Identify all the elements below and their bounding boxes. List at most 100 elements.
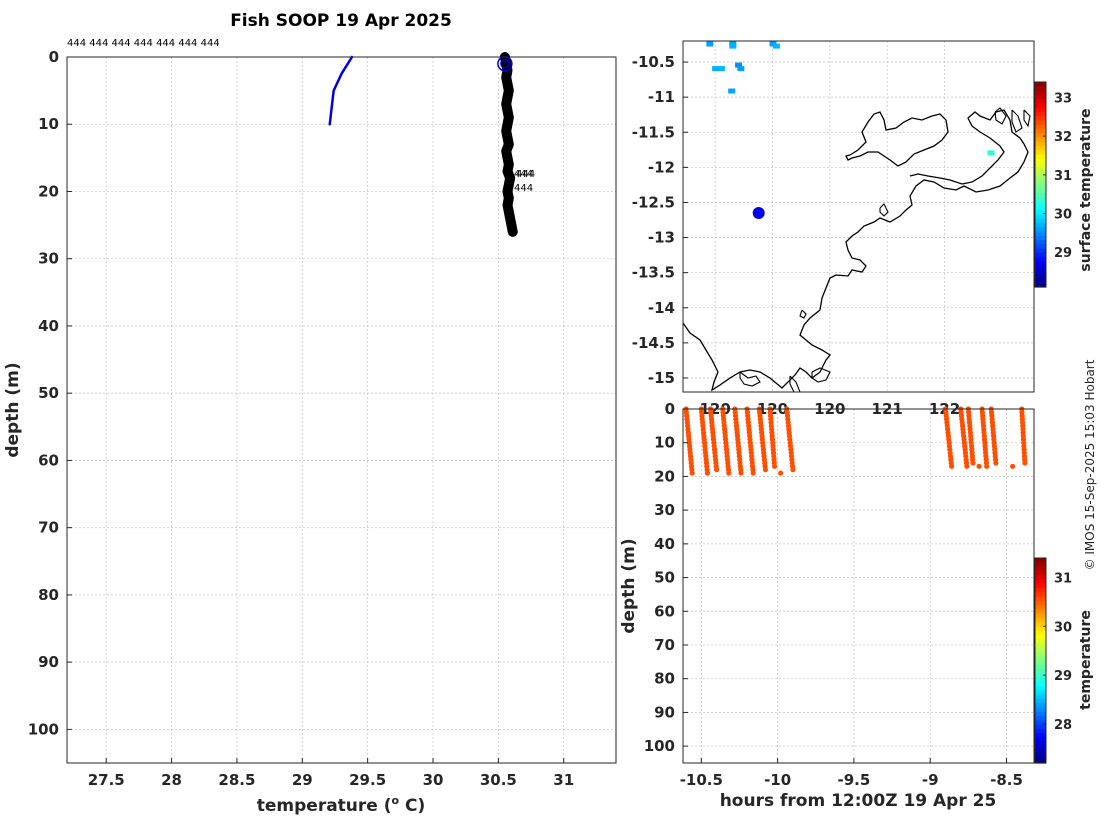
section-points [683,406,1028,476]
map-colorbar-segment [1035,261,1046,267]
profile-label-2: 444 [516,169,535,180]
map-colorbar-segment [1035,86,1046,92]
coast-islet-d [739,371,761,387]
section-colorbar-label: temperature [1078,610,1094,710]
map-colorbar-segment [1035,116,1046,122]
section-colorbar-segment [1035,724,1046,730]
section-point [771,463,778,469]
section-colorbar-segment [1035,575,1046,580]
map-ytick-label: -12 [648,158,675,176]
map-colorbar-segment [1035,282,1046,288]
profile-ytick-label: 90 [38,653,59,671]
profile-marker-inner [500,58,510,69]
section-point [948,463,955,469]
section-point [726,470,732,476]
profile-ytick-label: 80 [38,586,59,604]
section-colorbar-segment [1035,656,1046,662]
map-colorbar-label: surface temperature [1078,108,1094,271]
section-colorbar-segment [1035,600,1046,606]
profile-xlabel-post: C) [399,796,425,816]
profile-tag-row: 444 444 444 444 444 444 444 [67,38,220,49]
profile-xtick-label: 30.5 [480,771,517,789]
map-colorbar-segment [1035,158,1046,164]
section-colorbar-segment [1035,690,1046,696]
section-ytick-label: 60 [654,602,675,620]
section-colorbar-segment [1035,570,1046,576]
section-ytick-label: 40 [654,535,675,553]
map-colorbar-segment [1035,124,1046,130]
section-point [1022,460,1028,466]
map-colorbar-segment [1035,137,1046,143]
map-colorbar-tick-label: 31 [1054,169,1072,184]
map-colorbar-segment [1035,154,1046,160]
coast-islet-b [1011,109,1023,133]
section-colorbar-segment [1035,758,1046,764]
section-colorbar-segment [1035,622,1046,627]
section-colorbar-segment [1035,720,1046,726]
map-colorbar-segment [1035,150,1046,156]
map-colorbar-segment [1035,99,1046,104]
map-colorbar-segment [1035,193,1046,198]
section-ytick-label: 50 [654,569,675,587]
section-xlabel: hours from 12:00Z 19 Apr 25 [720,791,997,811]
section-colorbar-segment [1035,609,1046,615]
map-colorbar-segment [1035,227,1046,233]
map-colorbar-segment [1035,141,1046,147]
section-colorbar-segment [1035,592,1046,598]
section-colorbar-segment [1035,647,1046,653]
section-colorbar-segment [1035,626,1046,632]
profile-ytick-label: 10 [38,115,59,133]
profile-ytick-label: 40 [38,317,59,335]
map-colorbar-segment [1035,248,1046,254]
profile-ytick-label: 70 [38,519,59,537]
map-colorbar-tick-label: 30 [1054,208,1072,223]
map-colorbar-segment [1035,252,1046,258]
map-colorbar-segment [1035,107,1046,113]
section-colorbar-segment [1035,694,1046,700]
profile-panel: 27.5 28 28.5 29 29.5 30 30.5 31 0 10 20 30 40 50 60 70 8… [3,48,617,816]
map-frame [682,40,1035,393]
section-colorbar-segment [1035,583,1046,589]
section-colorbar-segment [1035,660,1046,666]
map-sst-cell [772,43,780,49]
section-colorbar-segment [1035,707,1046,713]
section-point [704,470,711,476]
section-colorbar-segment [1035,681,1046,687]
profile-ylabel: depth (m) [3,362,23,457]
map-colorbar-segment [1035,205,1046,211]
profile-ytick-label: 50 [38,384,59,402]
map-colorbar-segment [1035,175,1046,181]
map-ytick-label: -14.5 [632,334,675,352]
section-panel: -10.5 -10 -9.5 -9 -8.5 0 10 20 30 40 50 60 70 80 90 100… [619,400,1094,811]
map-ytick-label: -14 [648,299,675,317]
profile-ytick-label: 0 [49,48,59,66]
section-xtick-label: -9 [922,771,939,789]
section-point [689,470,695,476]
map-sst-cell [728,88,736,94]
section-colorbar-tick-label: 31 [1054,572,1072,587]
profile-xtick-label: 29 [292,771,313,789]
section-point [778,470,784,476]
section-colorbar-segment [1035,741,1046,747]
map-colorbar-segment [1035,90,1046,96]
section-point [984,463,990,469]
profile-series-line-blue [328,55,354,126]
profile-ticks: 27.5 28 28.5 29 29.5 30 30.5 31 0 10 20 30 40 50 60 70 8… [28,48,574,789]
section-xtick-label: -8.5 [990,771,1023,789]
section-colorbar-segment [1035,754,1046,760]
map-colorbar-segment [1035,120,1046,126]
section-colorbar-segment [1035,750,1046,756]
section-colorbar-segment [1035,558,1046,563]
map-colorbar-segment [1035,171,1046,177]
map-ytick-label: -11.5 [632,123,675,141]
profile-series-line-black [499,52,518,237]
map-colorbar-segment [1035,244,1046,250]
map-sst-cell [729,43,737,49]
figure-title: Fish SOOP 19 Apr 2025 [230,11,452,31]
map-colorbar-segment [1035,103,1046,109]
profile-label-3: 444 [514,183,533,194]
map-colorbar-segment [1035,197,1046,203]
section-colorbar-segment [1035,634,1046,640]
section-xtick-label: -10 [764,771,791,789]
section-colorbar-segment [1035,728,1046,734]
